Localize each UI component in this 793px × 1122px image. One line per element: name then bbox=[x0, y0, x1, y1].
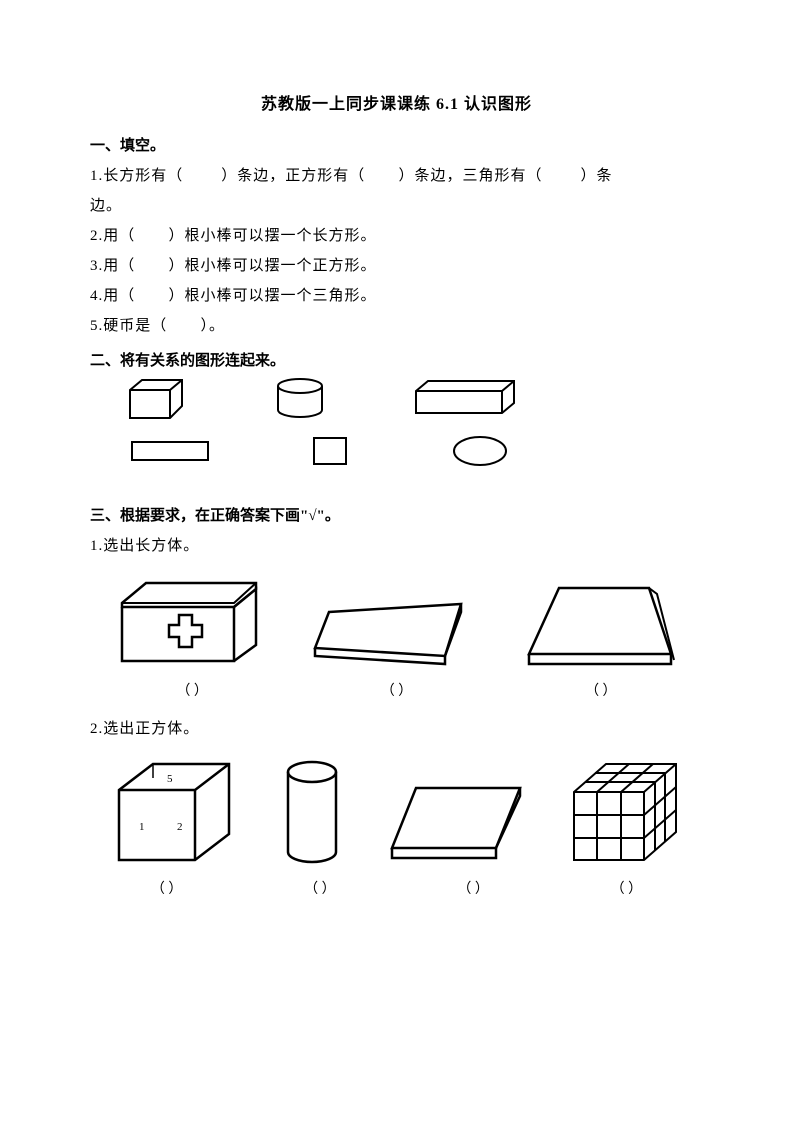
s3-q1-answers: （ ） （ ） （ ） bbox=[90, 680, 703, 700]
s3-q1-shapes bbox=[90, 575, 703, 670]
blank[interactable] bbox=[140, 228, 164, 244]
s3-q2: 2.选出正方体。 bbox=[90, 714, 703, 744]
shape-parallelogram-plate[interactable] bbox=[311, 600, 471, 670]
match-row-top bbox=[120, 376, 703, 422]
section-1-head: 一、填空。 bbox=[90, 134, 703, 155]
q4b: ）根小棒可以摆一个三角形。 bbox=[169, 288, 377, 304]
shape-cylinder[interactable] bbox=[277, 758, 347, 868]
blank[interactable] bbox=[547, 168, 576, 184]
q1-line1: 1.长方形有（ ）条边，正方形有（ ）条边，三角形有（ ）条 bbox=[90, 161, 703, 191]
blank[interactable] bbox=[140, 288, 164, 304]
answer-blank[interactable]: （ ） bbox=[132, 680, 252, 700]
blank[interactable] bbox=[370, 168, 394, 184]
shape-open-cube[interactable]: 5 1 2 bbox=[109, 758, 239, 868]
q2a: 2.用（ bbox=[90, 228, 135, 244]
q1d: ）条 bbox=[581, 168, 613, 184]
circle-2d-icon[interactable] bbox=[450, 434, 510, 468]
page-title: 苏教版一上同步课课练 6.1 认识图形 bbox=[90, 90, 703, 114]
q2b: ）根小棒可以摆一个长方形。 bbox=[169, 228, 377, 244]
cube-3d-icon[interactable] bbox=[120, 376, 190, 422]
answer-blank[interactable]: （ ） bbox=[541, 680, 661, 700]
shape-trapezoid-prism[interactable] bbox=[519, 580, 679, 670]
blank[interactable] bbox=[188, 168, 217, 184]
q2-line: 2.用（ ）根小棒可以摆一个长方形。 bbox=[90, 221, 703, 251]
cylinder-3d-icon[interactable] bbox=[270, 376, 330, 422]
answer-blank[interactable]: （ ） bbox=[107, 878, 227, 898]
q1a: 1.长方形有（ bbox=[90, 168, 183, 184]
q5a: 5.硬币是（ bbox=[90, 318, 167, 334]
section-3-head: 三、根据要求，在正确答案下画"√"。 bbox=[90, 504, 703, 525]
shape-firstaid-box[interactable] bbox=[114, 575, 264, 670]
q3a: 3.用（ bbox=[90, 258, 135, 274]
q1b: ）条边，正方形有（ bbox=[221, 168, 365, 184]
s3-q1: 1.选出长方体。 bbox=[90, 531, 703, 561]
q5-line: 5.硬币是（ ）。 bbox=[90, 311, 703, 341]
blank[interactable] bbox=[172, 318, 196, 334]
answer-blank[interactable]: （ ） bbox=[260, 878, 380, 898]
q3-line: 3.用（ ）根小棒可以摆一个正方形。 bbox=[90, 251, 703, 281]
shape-rubiks-cube[interactable] bbox=[564, 758, 684, 868]
answer-blank[interactable]: （ ） bbox=[566, 878, 686, 898]
svg-text:5: 5 bbox=[167, 773, 173, 785]
rectangle-2d-icon[interactable] bbox=[130, 436, 210, 466]
shape-thin-slab[interactable] bbox=[386, 778, 526, 868]
q4-line: 4.用（ ）根小棒可以摆一个三角形。 bbox=[90, 281, 703, 311]
svg-text:1: 1 bbox=[139, 821, 145, 833]
answer-blank[interactable]: （ ） bbox=[336, 680, 456, 700]
svg-text:2: 2 bbox=[177, 821, 183, 833]
section-2-head: 二、将有关系的图形连起来。 bbox=[90, 349, 703, 370]
q1c: ）条边，三角形有（ bbox=[399, 168, 543, 184]
square-2d-icon[interactable] bbox=[310, 434, 350, 468]
answer-blank[interactable]: （ ） bbox=[413, 878, 533, 898]
match-row-bottom bbox=[130, 428, 703, 474]
q5b: ）。 bbox=[201, 318, 226, 334]
worksheet-page: 苏教版一上同步课课练 6.1 认识图形 一、填空。 1.长方形有（ ）条边，正方… bbox=[0, 0, 793, 1122]
q4a: 4.用（ bbox=[90, 288, 135, 304]
s3-q2-answers: （ ） （ ） （ ） （ ） bbox=[90, 878, 703, 898]
s3-q2-shapes: 5 1 2 bbox=[90, 758, 703, 868]
blank[interactable] bbox=[140, 258, 164, 274]
cuboid-3d-icon[interactable] bbox=[410, 379, 520, 419]
q1-line2: 边。 bbox=[90, 191, 703, 221]
q3b: ）根小棒可以摆一个正方形。 bbox=[169, 258, 377, 274]
